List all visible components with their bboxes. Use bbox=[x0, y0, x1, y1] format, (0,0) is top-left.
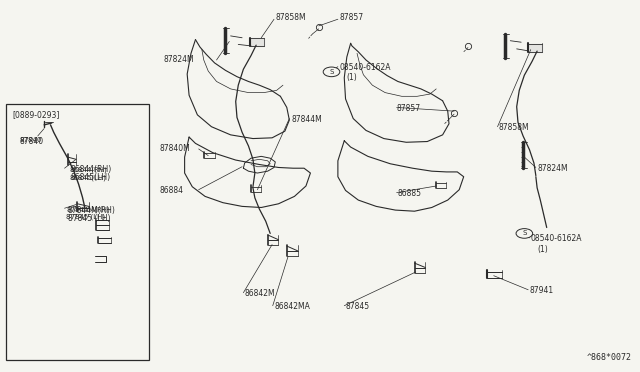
Text: S: S bbox=[522, 230, 527, 237]
Text: 86884: 86884 bbox=[159, 186, 183, 195]
Text: 08540-6162A: 08540-6162A bbox=[339, 63, 390, 72]
Text: (1): (1) bbox=[538, 244, 548, 253]
Text: 86845(LH): 86845(LH) bbox=[70, 174, 106, 181]
Text: 86885: 86885 bbox=[398, 189, 422, 198]
Text: 86845(LH): 86845(LH) bbox=[71, 173, 111, 182]
Text: 87858M: 87858M bbox=[275, 13, 306, 22]
Text: 86844(RH): 86844(RH) bbox=[70, 167, 108, 173]
Bar bbox=[6, 105, 149, 360]
Text: 86842MA: 86842MA bbox=[274, 302, 310, 311]
Text: [0889-0293]: [0889-0293] bbox=[12, 110, 60, 119]
Text: 87845 (LH): 87845 (LH) bbox=[67, 214, 106, 220]
Text: 86842M: 86842M bbox=[244, 289, 275, 298]
Text: 87858M: 87858M bbox=[499, 123, 529, 132]
Text: 87845 (LH): 87845 (LH) bbox=[68, 214, 110, 223]
Text: 87844M(RH): 87844M(RH) bbox=[67, 206, 110, 213]
Circle shape bbox=[323, 67, 340, 77]
Text: 87941: 87941 bbox=[529, 286, 554, 295]
Text: 87824M: 87824M bbox=[537, 164, 568, 173]
Text: 87824M: 87824M bbox=[164, 55, 194, 64]
Text: 87840: 87840 bbox=[20, 137, 44, 146]
Text: (1): (1) bbox=[346, 73, 357, 82]
Text: 87857: 87857 bbox=[397, 104, 420, 113]
Text: 87844M: 87844M bbox=[291, 115, 322, 124]
Text: ^868*0072: ^868*0072 bbox=[587, 353, 632, 362]
Text: S: S bbox=[330, 69, 333, 75]
Text: 08540-6162A: 08540-6162A bbox=[531, 234, 582, 243]
Text: 86844(RH): 86844(RH) bbox=[71, 165, 112, 174]
Text: 87840M: 87840M bbox=[159, 144, 190, 153]
Text: 87845: 87845 bbox=[346, 302, 370, 311]
Circle shape bbox=[516, 229, 532, 238]
Text: 87844M(RH): 87844M(RH) bbox=[68, 206, 116, 215]
Text: 87840: 87840 bbox=[20, 137, 42, 143]
Text: 87857: 87857 bbox=[339, 13, 364, 22]
